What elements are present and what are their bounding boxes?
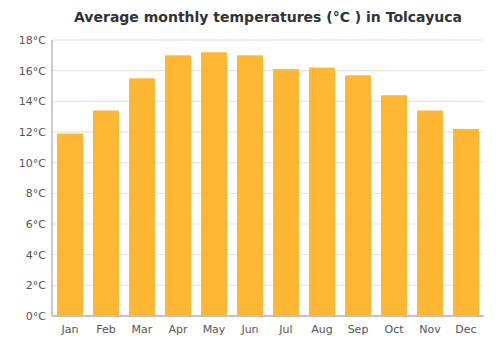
bar <box>129 78 155 316</box>
grid-line <box>52 40 484 41</box>
y-tick-label: 2°C <box>26 279 46 292</box>
bar <box>93 111 119 316</box>
y-tick-label: 16°C <box>19 65 46 78</box>
bar <box>381 95 407 316</box>
bars <box>57 52 479 316</box>
bar <box>309 68 335 316</box>
x-tick-label: Jun <box>240 323 258 336</box>
grid-line <box>52 101 484 102</box>
chart-title: Average monthly temperatures (°C ) in To… <box>74 9 462 25</box>
grid-line <box>52 70 484 71</box>
x-tick-label: Sep <box>348 323 369 336</box>
y-tick-label: 14°C <box>19 95 46 108</box>
chart-svg: Average monthly temperatures (°C ) in To… <box>0 0 500 350</box>
bar <box>57 134 83 316</box>
y-tick-label: 18°C <box>19 34 46 47</box>
x-tick-label: Dec <box>455 323 476 336</box>
bar <box>417 111 443 316</box>
x-tick-label: Aug <box>311 323 332 336</box>
y-tick-label: 8°C <box>26 187 46 200</box>
bar <box>453 129 479 316</box>
x-tick-label: Apr <box>168 323 188 336</box>
y-tick-label: 0°C <box>26 310 46 323</box>
bar <box>165 55 191 316</box>
bar <box>201 52 227 316</box>
x-tick-label: Nov <box>419 323 441 336</box>
x-tick-label: Oct <box>384 323 404 336</box>
y-tick-label: 12°C <box>19 126 46 139</box>
y-tick-label: 6°C <box>26 218 46 231</box>
x-tick-label: Mar <box>132 323 153 336</box>
x-axis: Jan Feb Mar Apr May Jun Jul Aug Sep Oct Nov Dec <box>61 323 477 336</box>
bar <box>237 55 263 316</box>
y-tick-label: 10°C <box>19 157 46 170</box>
x-tick-label: May <box>203 323 226 336</box>
bar <box>273 69 299 316</box>
x-tick-label: Jul <box>278 323 292 336</box>
chart-container: Average monthly temperatures (°C ) in To… <box>0 0 500 350</box>
y-tick-label: 4°C <box>26 249 46 262</box>
y-axis-line <box>52 40 53 316</box>
x-tick-label: Feb <box>96 323 115 336</box>
y-axis: 0°C 2°C 4°C 6°C 8°C 10°C 12°C 14°C 16°C 18°C <box>19 34 484 323</box>
x-tick-label: Jan <box>61 323 79 336</box>
bar <box>345 75 371 316</box>
